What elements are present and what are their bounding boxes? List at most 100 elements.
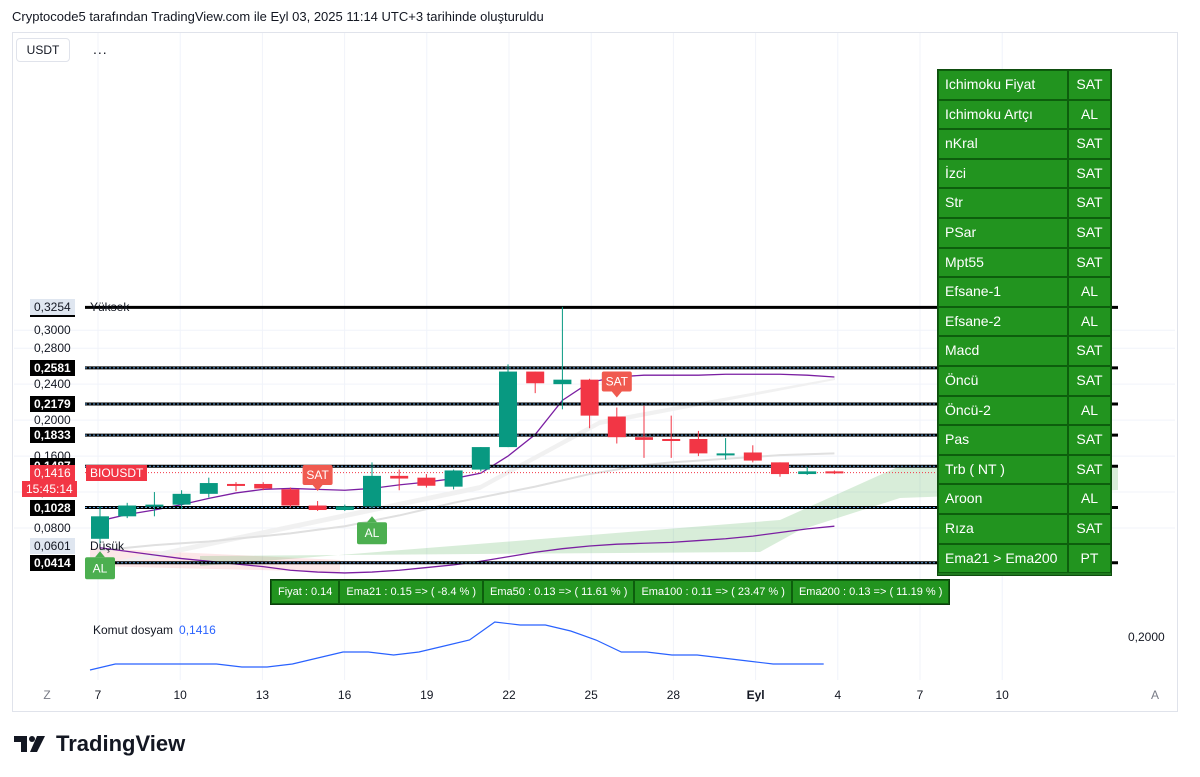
ema-info-bar: Fiyat : 0.14 Ema21 : 0.15 => ( -8.4 % ) Em…	[270, 579, 951, 605]
more-options-button[interactable]: ...	[93, 41, 108, 57]
signal-name: Ema21 > Ema200	[938, 543, 1068, 574]
info-cell: Ema100 : 0.11 => ( 23.47 % )	[634, 580, 792, 604]
candle-body	[199, 483, 218, 494]
signal-row: Ichimoku Artçı AL	[938, 99, 1111, 130]
x-tick-label: 22	[502, 688, 516, 702]
sell-signal-arrow	[312, 485, 323, 492]
countdown-label: 15:45:14	[22, 480, 77, 497]
high-price-label: 0,3254	[30, 299, 75, 316]
signal-row: Ichimoku Fiyat SAT	[938, 70, 1111, 100]
x-tick-label: 7	[94, 688, 102, 702]
auto-scale-button[interactable]: A	[1150, 688, 1160, 702]
x-tick-label: 19	[420, 688, 434, 702]
candle-body	[743, 452, 762, 461]
cloud-area	[90, 378, 1118, 572]
signal-name: PSar	[938, 218, 1068, 248]
sell-signal-arrow	[611, 391, 622, 398]
candle-body	[716, 453, 735, 456]
signal-name: Efsane-1	[938, 277, 1068, 307]
signal-name: Mpt55	[938, 247, 1068, 278]
y-axis-ticks: 0,30000,28000,24000,20000,16000,12000,08…	[34, 323, 71, 535]
signal-name: Trb ( NT )	[938, 454, 1068, 485]
level-price-label: 0,1833	[30, 427, 75, 444]
info-cell: Ema21 : 0.15 => ( -8.4 % )	[339, 580, 484, 604]
candle-body	[335, 506, 354, 511]
candle-body	[444, 470, 463, 487]
signal-value: SAT	[1068, 425, 1111, 455]
candle-body	[553, 379, 572, 385]
volume-scale-label: 0,2000	[1128, 630, 1165, 644]
signal-row: nKral SAT	[938, 129, 1111, 159]
volume-pane-label: Komut dosyam 0,1416	[93, 623, 216, 637]
volume-line	[89, 621, 824, 671]
level-price-label: 0,1028	[30, 499, 75, 516]
tradingview-logo-text: TradingView	[56, 731, 186, 756]
signal-value: PT	[1068, 543, 1111, 574]
buy-signal-text: AL	[93, 561, 108, 575]
signal-row: Aroon AL	[938, 484, 1111, 514]
info-cell: Fiyat : 0.14	[271, 580, 340, 604]
signal-value: SAT	[1068, 514, 1111, 544]
candle-body	[607, 416, 626, 438]
signal-value: AL	[1068, 277, 1111, 307]
signal-name: Ichimoku Fiyat	[938, 70, 1068, 100]
signal-value: SAT	[1068, 158, 1111, 189]
level-price-label: 0,0414	[30, 554, 75, 571]
symbol-price-tag: BIOUSDT	[86, 464, 148, 481]
signal-row: Öncü SAT	[938, 366, 1111, 396]
x-tick-label: 28	[666, 688, 681, 702]
candle-body	[172, 493, 191, 505]
signal-row: PSar SAT	[938, 218, 1111, 248]
y-tick-label: 0,3000	[34, 323, 71, 337]
signal-name: nKral	[938, 129, 1068, 159]
signal-value: SAT	[1068, 70, 1111, 100]
buy-signal-box	[357, 522, 387, 545]
signal-row: Pas SAT	[938, 425, 1111, 455]
signal-value: AL	[1068, 99, 1111, 130]
signal-row: Trb ( NT ) SAT	[938, 454, 1111, 485]
candle-body	[145, 504, 164, 507]
buy-signal-arrow	[367, 516, 377, 523]
level-price-label: 0,2581	[30, 359, 75, 376]
candle-body	[798, 471, 817, 475]
signal-row: Efsane-2 AL	[938, 306, 1111, 337]
x-tick-label: 4	[834, 688, 842, 702]
signal-value: AL	[1068, 484, 1111, 514]
signal-panel: Ichimoku Fiyat SAT Ichimoku Artçı AL nKral SA…	[937, 69, 1112, 576]
candle-body	[390, 475, 409, 479]
signal-name: Öncü	[938, 366, 1068, 396]
signal-name: Aroon	[938, 484, 1068, 514]
low-price-label: 0,0601	[30, 537, 75, 554]
y-tick-label: 0,0800	[34, 521, 71, 535]
x-tick-label: 10	[173, 688, 187, 702]
signal-name: Ichimoku Artçı	[938, 99, 1068, 130]
signal-markers: SAT AL SAT AL	[85, 371, 632, 580]
symbol-button[interactable]: USDT	[16, 38, 70, 62]
signal-value: AL	[1068, 395, 1111, 426]
sell-signal-text: SAT	[606, 375, 629, 389]
signal-name: Pas	[938, 425, 1068, 455]
info-cell: Ema50 : 0.13 => ( 11.61 % )	[483, 580, 635, 604]
candle-body	[417, 477, 436, 486]
timezone-button[interactable]: Z	[43, 688, 51, 702]
signal-value: SAT	[1068, 188, 1111, 218]
candle-body	[580, 379, 599, 416]
tradingview-logo-icon	[14, 736, 45, 752]
info-cell: Ema200 : 0.13 => ( 11.19 % )	[791, 580, 950, 604]
signal-name: Efsane-2	[938, 306, 1068, 337]
candle-body	[308, 505, 327, 511]
volume-pane-value: 0,1416	[179, 623, 216, 637]
x-tick-label: 25	[584, 688, 598, 702]
candle-body	[662, 438, 681, 441]
signal-name: Rıza	[938, 514, 1068, 544]
candle-body	[363, 475, 381, 507]
cloud-green	[200, 466, 1118, 566]
buy-signal-arrow	[95, 551, 105, 558]
candles	[91, 306, 844, 544]
signal-row: Macd SAT	[938, 336, 1111, 366]
candle-body	[254, 483, 273, 489]
tradingview-logo[interactable]: TradingView	[14, 731, 185, 757]
candle-body	[526, 371, 545, 384]
signal-value: SAT	[1068, 366, 1111, 396]
sell-signal-text: SAT	[306, 468, 329, 482]
